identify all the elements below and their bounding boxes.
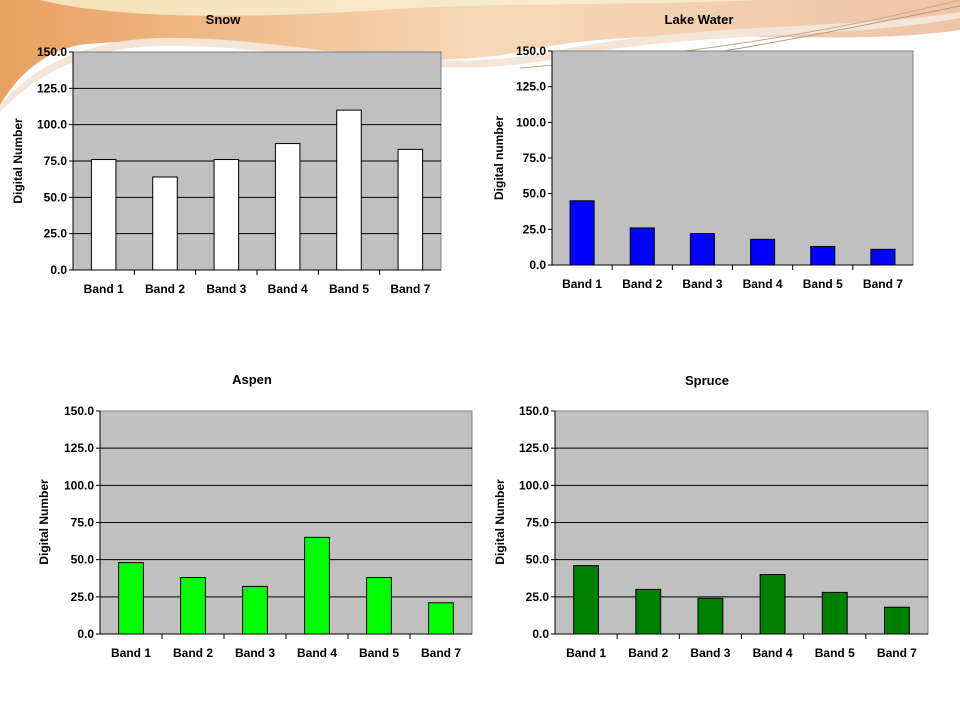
y-tick-label: 75.0 — [44, 154, 68, 168]
x-tick-label: Band 3 — [690, 646, 730, 660]
y-axis-label: Digital Number — [11, 118, 25, 204]
x-tick-label: Band 5 — [359, 646, 399, 660]
bar-band-1 — [569, 200, 595, 266]
y-tick-label: 25.0 — [523, 222, 547, 236]
bar-band-2 — [180, 577, 206, 635]
y-tick-label: 150.0 — [37, 45, 67, 59]
chart-title: Snow — [206, 12, 242, 27]
x-tick-label: Band 2 — [622, 277, 662, 291]
y-tick-label: 75.0 — [71, 516, 95, 530]
bar-band-2 — [152, 176, 178, 271]
x-tick-label: Band 7 — [863, 277, 903, 291]
bar-band-3 — [242, 585, 268, 635]
y-tick-label: 0.0 — [529, 258, 546, 272]
bar-band-5 — [336, 109, 362, 271]
x-tick-label: Band 3 — [682, 277, 722, 291]
x-tick-label: Band 7 — [390, 282, 430, 296]
bar-band-5 — [810, 245, 836, 266]
y-tick-label: 125.0 — [516, 80, 546, 94]
bar-band-7 — [883, 606, 910, 635]
x-tick-label: Band 5 — [803, 277, 843, 291]
chart-title: Aspen — [232, 372, 272, 387]
y-tick-label: 0.0 — [77, 627, 94, 641]
bar-band-7 — [870, 248, 896, 266]
x-tick-label: Band 7 — [421, 646, 461, 660]
x-tick-label: Band 4 — [753, 646, 793, 660]
y-tick-label: 0.0 — [532, 627, 549, 641]
chart-lake-water: 0.0 25.0 50.0 75.0 100.0 125.0 150.0 Band 1 Band… — [492, 12, 914, 291]
x-tick-label: Band 5 — [815, 646, 855, 660]
bar-band-1 — [118, 562, 144, 635]
y-tick-label: 25.0 — [44, 227, 68, 241]
chart-aspen: 0.0 25.0 50.0 75.0 100.0 125.0 150.0 Band 1 Band… — [37, 372, 473, 660]
x-tick-label: Band 4 — [743, 277, 783, 291]
bar-band-5 — [366, 577, 392, 635]
y-axis-label: Digital Number — [37, 479, 51, 565]
x-tick-label: Band 2 — [145, 282, 185, 296]
y-tick-label: 25.0 — [71, 590, 95, 604]
x-tick-label: Band 3 — [235, 646, 275, 660]
y-tick-label: 50.0 — [526, 553, 550, 567]
y-tick-label: 100.0 — [516, 115, 546, 129]
x-tick-label: Band 2 — [628, 646, 668, 660]
x-tick-label: Band 3 — [206, 282, 246, 296]
chart-title: Lake Water — [665, 12, 734, 27]
x-tick-label: Band 4 — [297, 646, 337, 660]
y-axis-label: Digital Number — [493, 479, 507, 565]
bar-band-7 — [397, 148, 424, 271]
bar-band-1 — [90, 159, 117, 271]
x-tick-label: Band 1 — [84, 282, 124, 296]
y-tick-label: 75.0 — [523, 151, 547, 165]
bar-band-1 — [573, 565, 600, 635]
bar-band-3 — [697, 597, 724, 635]
plot-area — [551, 50, 914, 266]
bar-band-4 — [759, 574, 786, 635]
y-tick-label: 50.0 — [71, 553, 95, 567]
y-tick-label: 100.0 — [37, 118, 67, 132]
x-tick-label: Band 1 — [111, 646, 151, 660]
y-tick-label: 150.0 — [516, 44, 546, 58]
y-tick-label: 50.0 — [523, 187, 547, 201]
bar-band-4 — [750, 238, 776, 266]
bar-band-2 — [629, 227, 655, 266]
chart-snow: 0.0 25.0 50.0 75.0 100.0 125.0 150.0 Band 1 Band… — [11, 12, 442, 296]
bar-band-5 — [821, 591, 848, 635]
x-tick-label: Band 4 — [268, 282, 308, 296]
y-tick-label: 125.0 — [37, 81, 67, 95]
y-tick-label: 75.0 — [526, 516, 550, 530]
x-tick-label: Band 5 — [329, 282, 369, 296]
x-tick-label: Band 1 — [562, 277, 602, 291]
y-tick-label: 0.0 — [50, 263, 67, 277]
chart-spruce: 0.0 25.0 50.0 75.0 100.0 125.0 150.0 Band 1 Band… — [493, 373, 929, 660]
y-tick-label: 100.0 — [519, 478, 549, 492]
bar-band-3 — [213, 159, 240, 271]
x-tick-label: Band 2 — [173, 646, 213, 660]
bar-band-4 — [304, 536, 330, 635]
y-axis-label: Digital number — [492, 116, 506, 200]
x-tick-label: Band 1 — [566, 646, 606, 660]
y-tick-label: 25.0 — [526, 590, 550, 604]
bar-band-4 — [274, 143, 301, 271]
chart-title: Spruce — [685, 373, 729, 388]
y-tick-label: 100.0 — [64, 478, 94, 492]
y-tick-label: 150.0 — [64, 404, 94, 418]
bar-band-3 — [689, 233, 715, 266]
bar-band-7 — [428, 602, 454, 635]
bar-band-2 — [635, 588, 662, 635]
x-tick-label: Band 7 — [877, 646, 917, 660]
y-tick-label: 50.0 — [44, 190, 68, 204]
y-tick-label: 150.0 — [519, 404, 549, 418]
y-tick-label: 125.0 — [64, 441, 94, 455]
y-tick-label: 125.0 — [519, 441, 549, 455]
